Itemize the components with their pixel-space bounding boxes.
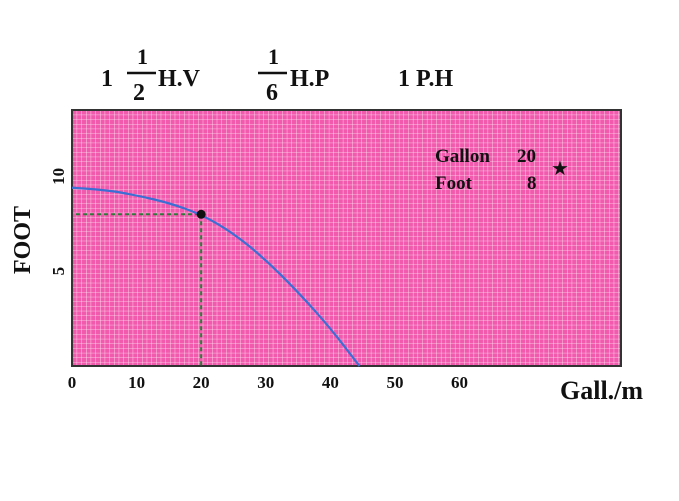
x-axis-label: Gall./m (560, 376, 643, 405)
plot-grid (72, 110, 621, 366)
spec1-numerator: 1 (137, 44, 148, 69)
performance-curve (71, 186, 361, 367)
annotation-gallon-value: 20 (517, 146, 536, 167)
spec1-whole: 1 (101, 66, 113, 92)
x-tick-label: 0 (68, 373, 77, 392)
plot-border (71, 109, 622, 367)
annotation-foot-value: 8 (527, 173, 537, 194)
x-tick-label: 60 (451, 373, 468, 392)
x-tick-label: 40 (322, 373, 339, 392)
x-tick-label: 50 (386, 373, 403, 392)
y-tick-label: 10 (49, 168, 68, 185)
x-tick-label: 10 (128, 373, 145, 392)
rating-annotation: Gallon 20 Foot 8 ★ (435, 146, 569, 194)
spec2-numerator: 1 (268, 44, 279, 69)
spec3-phase: 1 P.H (398, 66, 453, 92)
spec1-denominator: 2 (133, 80, 145, 106)
star-icon: ★ (551, 156, 569, 180)
y-tick-label: 5 (49, 267, 68, 276)
x-tick-label: 20 (193, 373, 210, 392)
spec1-unit: H.V (158, 66, 201, 92)
annotation-foot-label: Foot (435, 173, 473, 194)
y-axis-label: FOOT (10, 206, 36, 274)
spec-header: 1 1 2 H.V 1 6 H.P 1 P.H (101, 44, 453, 106)
annotation-gallon-label: Gallon (435, 146, 490, 167)
y-tick-labels: 5 10 (49, 168, 68, 276)
spec2-unit: H.P (290, 66, 329, 92)
operating-point (196, 209, 206, 219)
x-tick-label: 30 (257, 373, 274, 392)
x-tick-labels: 0 10 20 30 40 50 60 (68, 373, 468, 392)
spec2-denominator: 6 (266, 80, 278, 106)
